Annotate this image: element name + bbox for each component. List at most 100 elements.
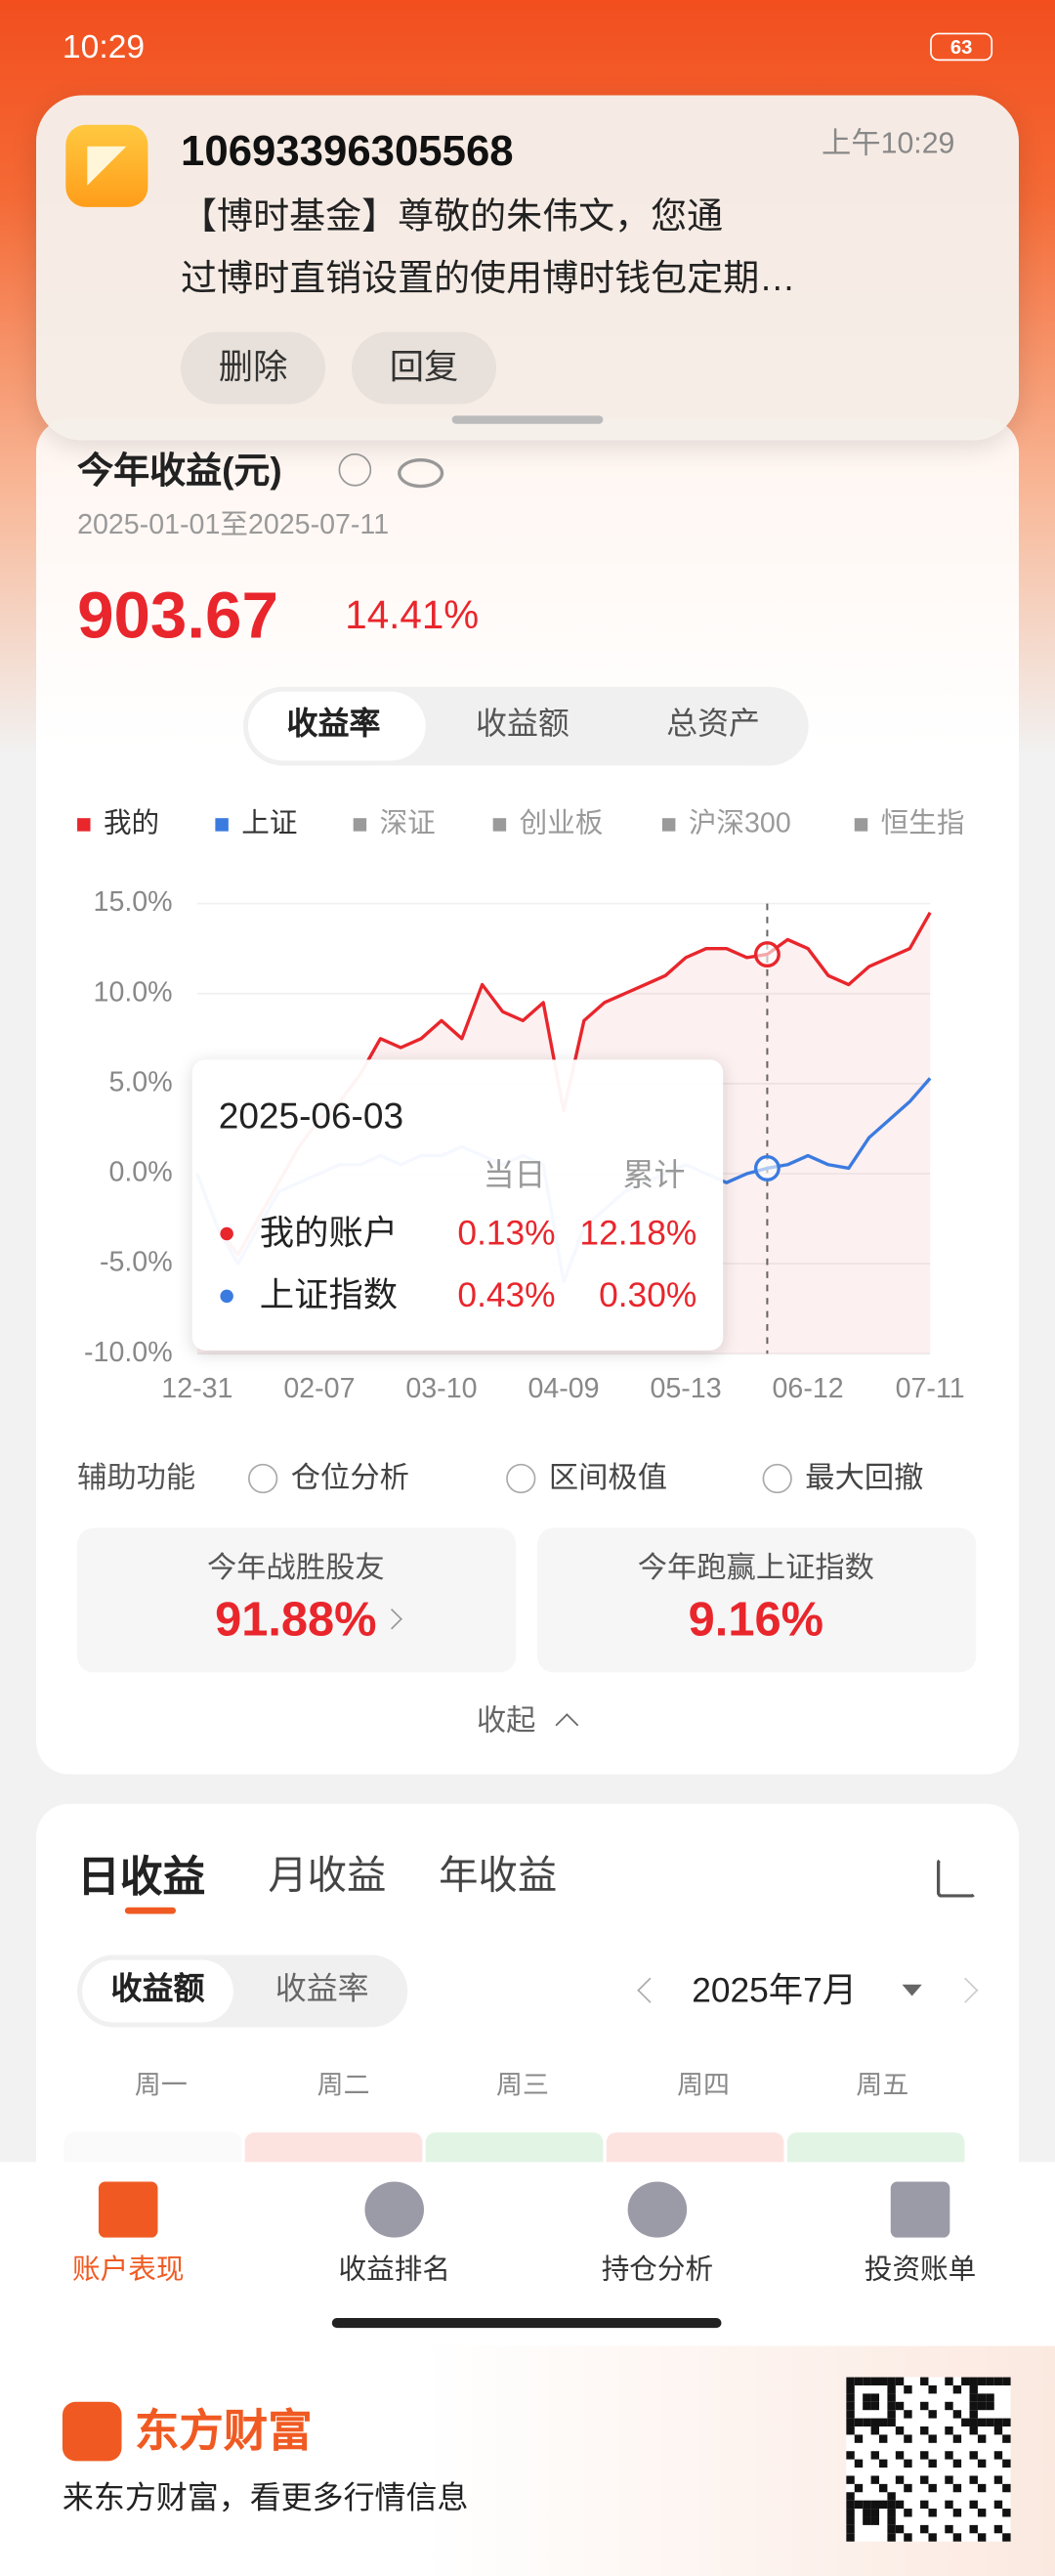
qr-cell <box>920 2401 929 2411</box>
qr-cell <box>969 2524 978 2534</box>
qr-cell <box>887 2516 896 2525</box>
qr-cell <box>854 2434 864 2443</box>
stat-box[interactable] <box>537 1527 977 1673</box>
qr-cell <box>887 2393 896 2402</box>
radio[interactable] <box>762 1463 792 1494</box>
notification-button[interactable] <box>351 331 497 405</box>
slogan: 来东方财富，看更多行情信息 <box>62 2481 469 2516</box>
options[interactable]: 仓位分析 <box>290 1460 409 1494</box>
qr-cell <box>846 2410 855 2419</box>
qr-cell <box>846 2524 855 2534</box>
legend-swatch <box>661 818 676 832</box>
value: 9.16% <box>688 1594 823 1648</box>
qr-cell <box>854 2483 864 2493</box>
tabs[interactable]: 月收益 <box>268 1854 387 1899</box>
hover-marker <box>753 941 781 968</box>
qr-cell <box>863 2509 871 2517</box>
nav[interactable]: 账户表现 <box>72 2254 185 2286</box>
weekdays: 周二 <box>316 2072 370 2101</box>
qr-cell <box>1002 2509 1011 2517</box>
share-icon[interactable] <box>936 1858 977 1898</box>
toggles[interactable]: 收益额 <box>110 1972 205 2007</box>
collapse[interactable]: 收起 <box>476 1703 536 1738</box>
y-tick-label: 15.0% <box>94 886 173 918</box>
qr-cell <box>920 2500 929 2510</box>
chart-tabs[interactable]: 收益额 <box>475 707 570 743</box>
qr-cell <box>854 2459 864 2469</box>
nav-icon[interactable] <box>364 2181 425 2238</box>
qr-cell <box>846 2475 855 2484</box>
qr-cell <box>887 2492 896 2501</box>
chart-tabs[interactable]: 收益率 <box>286 707 381 743</box>
x-tick-label: 02-07 <box>283 1373 355 1404</box>
qr-cell <box>870 2393 879 2402</box>
qr-cell <box>846 2401 855 2411</box>
total: 12.18% <box>579 1215 697 1253</box>
stat-box[interactable] <box>77 1527 517 1673</box>
toggles[interactable]: 收益率 <box>274 1972 369 2007</box>
day: 0.13% <box>457 1215 556 1253</box>
legend-label: 恒生指 <box>881 807 965 838</box>
qr-cell <box>969 2410 978 2419</box>
ad-logo <box>62 2401 122 2462</box>
chart-tabs[interactable]: 总资产 <box>666 707 761 743</box>
qr-cell <box>977 2483 987 2493</box>
nav-icon[interactable] <box>627 2181 688 2238</box>
qr-cell <box>870 2516 879 2525</box>
qr-cell <box>986 2401 994 2411</box>
qr-cell <box>952 2434 962 2443</box>
qr-cell <box>863 2377 871 2385</box>
weekdays: 周三 <box>496 2072 549 2101</box>
legend-label: 深证 <box>380 807 436 838</box>
qr-cell <box>986 2377 994 2385</box>
qr-cell <box>945 2377 953 2385</box>
qr-cell <box>1002 2434 1011 2443</box>
nav-icon[interactable] <box>98 2181 158 2238</box>
nav[interactable]: 投资账单 <box>864 2254 977 2286</box>
nav[interactable]: 收益排名 <box>338 2254 450 2286</box>
qr-cell <box>895 2426 905 2435</box>
qr-cell <box>878 2377 888 2385</box>
qr-cell <box>895 2377 905 2385</box>
qr-cell <box>928 2483 937 2493</box>
nav-icon[interactable] <box>890 2181 950 2238</box>
qr-cell <box>846 2451 855 2460</box>
qr-cell <box>878 2483 888 2493</box>
qr-cell <box>863 2516 871 2525</box>
toggle-selected <box>82 1959 233 2023</box>
qr-cell <box>969 2384 978 2394</box>
tabs[interactable]: 年收益 <box>439 1854 558 1899</box>
nav[interactable]: 持仓分析 <box>601 2254 714 2286</box>
options[interactable]: 最大回撤 <box>805 1460 924 1494</box>
qr-cell <box>977 2509 987 2517</box>
amount: 903.67 <box>77 580 278 653</box>
qr-cell <box>878 2418 888 2427</box>
buttons[interactable]: 删除 <box>218 349 288 387</box>
dropdown[interactable] <box>902 1984 922 1996</box>
qr-cell <box>952 2384 962 2394</box>
label: 今年战胜股友 <box>206 1551 385 1584</box>
radio[interactable] <box>506 1463 536 1494</box>
qr-cell <box>887 2401 896 2411</box>
time: 上午10:29 <box>822 126 955 160</box>
qr-cell <box>846 2384 855 2394</box>
lines: 【博时基金】尊敬的朱伟文，您通 <box>181 194 724 236</box>
qr-cell <box>863 2401 871 2411</box>
month[interactable]: 2025年7月 <box>692 1972 858 2010</box>
qr-code <box>846 2377 1011 2542</box>
qr-cell <box>870 2418 879 2427</box>
qr-cell <box>846 2418 855 2427</box>
notification-button[interactable] <box>181 331 326 405</box>
qr-cell <box>846 2492 855 2501</box>
qr-cell <box>887 2418 896 2427</box>
tabs[interactable]: 日收益 <box>77 1852 206 1902</box>
value: 91.88% <box>215 1594 377 1648</box>
qr-cell <box>1002 2459 1011 2469</box>
weekdays: 周四 <box>677 2072 730 2101</box>
qr-cell <box>904 2410 912 2419</box>
qr-cell <box>870 2475 879 2484</box>
buttons[interactable]: 回复 <box>389 349 459 387</box>
qr-cell <box>986 2393 994 2402</box>
radio[interactable] <box>248 1463 278 1494</box>
options[interactable]: 区间极值 <box>548 1460 667 1494</box>
